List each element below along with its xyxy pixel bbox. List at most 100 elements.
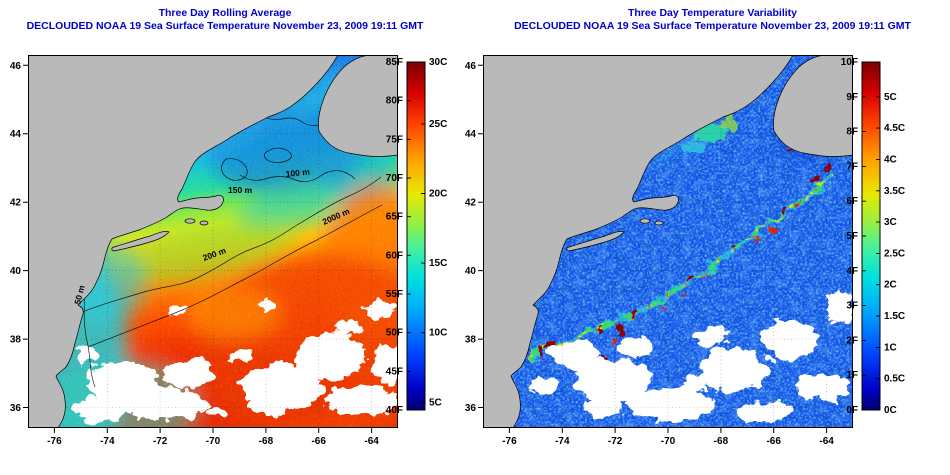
x-tick-label: -68 [259, 436, 274, 447]
x-tick-label: -76 [47, 436, 62, 447]
y-tick-label: 38 [10, 335, 22, 346]
cb-f-label: 85F [386, 57, 403, 68]
colorbar-f-ticks [407, 61, 411, 411]
right-variability-map-figure: 46 44 42 40 38 36 -76 -74 -72 -70 -68 -6… [465, 55, 905, 447]
contour-label-150m: 150 m [228, 185, 253, 195]
x-tick-label: -74 [100, 436, 115, 447]
colorbar-f-labels: 10F 9F 8F 7F 6F 5F 4F 3F 2F 1F 0F [841, 57, 858, 416]
cb-f-label: 0F [846, 405, 858, 416]
x-axis-ticks [508, 428, 828, 433]
cb-c-label: 10C [429, 328, 447, 339]
cloud-cover [529, 63, 852, 422]
colorbar-gradient [406, 61, 426, 411]
cb-c-label: 4.5C [884, 123, 905, 134]
y-tick-label: 44 [10, 129, 22, 140]
x-tick-label: -64 [364, 436, 379, 447]
y-tick-label: 36 [10, 403, 22, 414]
colorbar-f-labels: 85F 80F 75F 70F 65F 60F 55F 50F 45F 40F [386, 57, 403, 416]
cb-f-label: 40F [386, 405, 403, 416]
left-subtitle: DECLOUDED NOAA 19 Sea Surface Temperatur… [26, 20, 424, 32]
cb-f-label: 70F [386, 173, 403, 184]
cb-c-label: 1C [884, 342, 897, 353]
y-tick-label: 40 [465, 266, 477, 277]
cb-f-label: 3F [846, 301, 858, 312]
cb-c-label: 0.5C [884, 374, 905, 385]
colorbar-c-ticks [876, 96, 880, 411]
x-tick-label: -74 [555, 436, 570, 447]
cb-c-label: 3C [884, 217, 897, 228]
right-panel-titles: Three Day Temperature Variability DECLOU… [475, 7, 950, 33]
cb-f-label: 50F [386, 328, 403, 339]
x-axis-labels: -76 -74 -72 -70 -68 -66 -64 [47, 436, 379, 447]
y-tick-label: 42 [465, 198, 477, 209]
x-tick-label: -76 [502, 436, 517, 447]
cb-c-label: 20C [429, 189, 447, 200]
cb-c-label: 2.5C [884, 248, 905, 259]
contour-label-50m: 50 m [72, 284, 86, 306]
colorbar-c-ticks [421, 61, 425, 403]
cb-c-label: 2C [884, 280, 897, 291]
x-tick-label: -66 [311, 436, 326, 447]
cb-f-label: 65F [386, 212, 403, 223]
cb-f-label: 75F [386, 134, 403, 145]
cb-f-label: 4F [846, 266, 858, 277]
cb-f-label: 10F [841, 57, 858, 68]
cb-f-label: 2F [846, 335, 858, 346]
cb-c-label: 5C [884, 92, 897, 103]
x-tick-label: -64 [819, 436, 834, 447]
cb-c-label: 5C [429, 397, 442, 408]
cloud-cover [72, 63, 398, 424]
cb-f-label: 7F [846, 161, 858, 172]
land-mass [28, 55, 398, 428]
y-tick-label: 40 [10, 266, 22, 277]
right-map: 46 44 42 40 38 36 -76 -74 -72 -70 -68 -6… [465, 55, 853, 447]
cb-f-label: 8F [846, 127, 858, 138]
cb-c-label: 1.5C [884, 311, 905, 322]
right-colorbar: 10F 9F 8F 7F 6F 5F 4F 3F 2F 1F 0F 5C 4.5… [841, 57, 905, 416]
y-tick-label: 42 [10, 198, 22, 209]
cb-f-label: 1F [846, 370, 858, 381]
y-tick-label: 44 [465, 129, 477, 140]
left-map: 100 m 150 m 200 m 2000 m 50 m 46 44 42 4… [10, 55, 398, 447]
x-tick-label: -66 [766, 436, 781, 447]
x-tick-label: -70 [206, 436, 221, 447]
y-tick-label: 46 [465, 61, 477, 72]
map-frame [483, 55, 853, 428]
cb-c-label: 30C [429, 57, 447, 68]
cb-f-label: 5F [846, 231, 858, 242]
cb-f-label: 55F [386, 289, 403, 300]
y-axis-ticks [23, 64, 28, 408]
cb-c-label: 3.5C [884, 186, 905, 197]
x-tick-label: -72 [608, 436, 623, 447]
map-frame [28, 55, 398, 428]
cb-f-label: 9F [846, 92, 858, 103]
right-title: Three Day Temperature Variability [627, 7, 798, 19]
y-tick-label: 36 [465, 403, 477, 414]
cb-f-label: 80F [386, 96, 403, 107]
y-tick-label: 38 [465, 335, 477, 346]
cb-c-label: 0C [884, 405, 897, 416]
cb-f-label: 60F [386, 250, 403, 261]
cb-c-label: 25C [429, 119, 447, 130]
cb-c-label: 15C [429, 258, 447, 269]
colorbar-f-ticks [862, 61, 866, 411]
y-axis-labels: 46 44 42 40 38 36 [465, 61, 477, 414]
right-subtitle: DECLOUDED NOAA 19 Sea Surface Temperatur… [514, 20, 911, 32]
y-axis-ticks [478, 64, 483, 408]
cb-f-label: 45F [386, 366, 403, 377]
land-mass [483, 55, 853, 428]
x-tick-label: -70 [661, 436, 676, 447]
left-sst-map-figure: 100 m 150 m 200 m 2000 m 50 m 46 44 42 4… [10, 55, 448, 447]
colorbar-c-labels: 30C 25C 20C 15C 10C 5C [429, 57, 447, 408]
contour-label-100m: 100 m [285, 166, 310, 179]
cb-c-label: 4C [884, 154, 897, 165]
y-axis-labels: 46 44 42 40 38 36 [10, 61, 22, 414]
x-axis-labels: -76 -74 -72 -70 -68 -66 -64 [502, 436, 834, 447]
x-axis-ticks [53, 428, 373, 433]
left-colorbar: 85F 80F 75F 70F 65F 60F 55F 50F 45F 40F … [386, 57, 448, 416]
left-title: Three Day Rolling Average [158, 7, 292, 19]
cb-f-label: 6F [846, 196, 858, 207]
left-panel-titles: Three Day Rolling Average DECLOUDED NOAA… [0, 7, 450, 33]
colorbar-c-labels: 5C 4.5C 4C 3.5C 3C 2.5C 2C 1.5C 1C 0.5C … [884, 92, 905, 416]
